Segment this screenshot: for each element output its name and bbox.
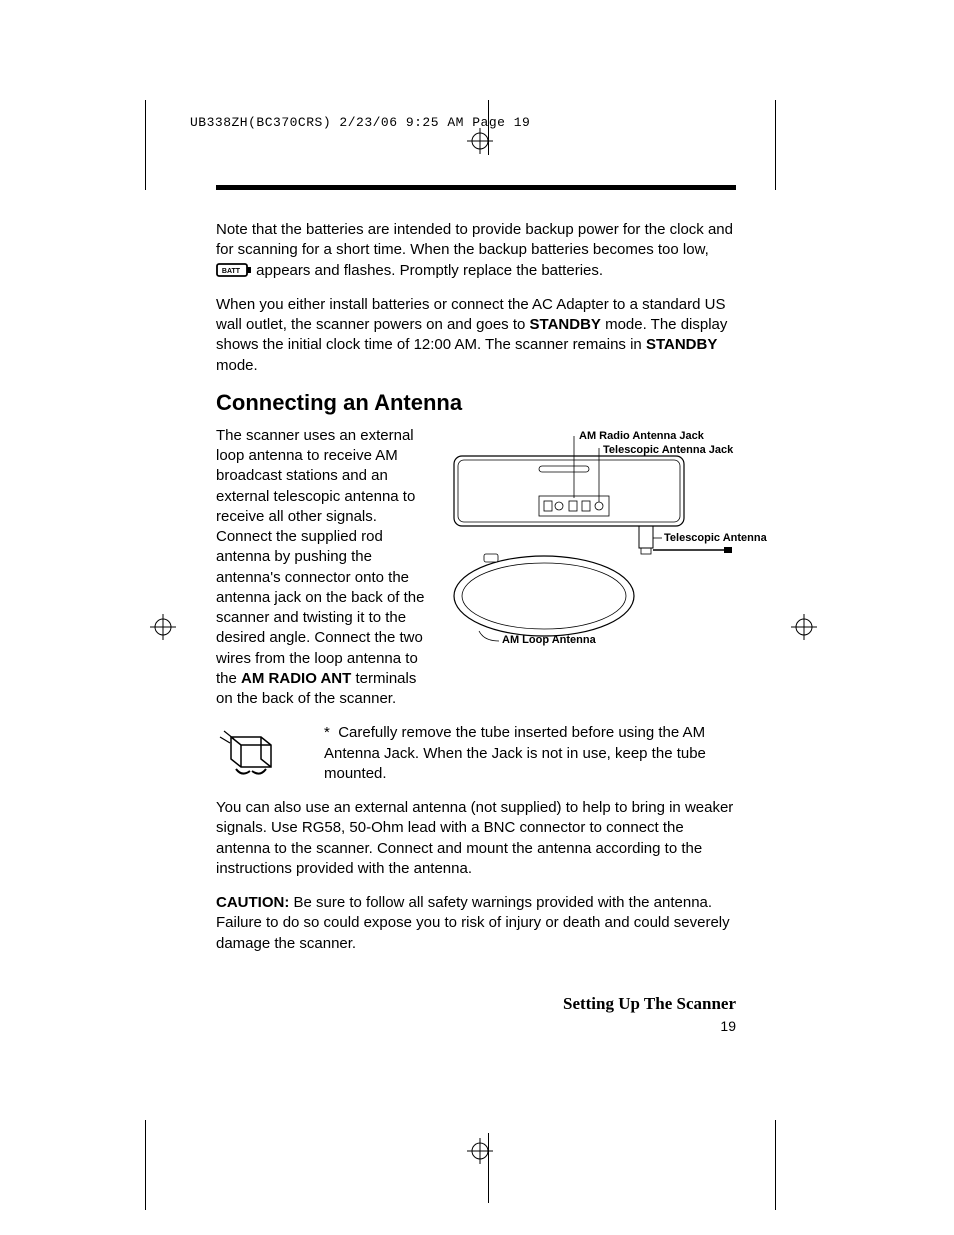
text: Note that the batteries are intended to … bbox=[216, 221, 733, 258]
svg-text:BATT: BATT bbox=[222, 268, 241, 275]
asterisk: * bbox=[324, 724, 330, 741]
text: Be sure to follow all safety warnings pr… bbox=[216, 894, 730, 952]
paragraph-battery-note: Note that the batteries are intended to … bbox=[216, 220, 736, 281]
antenna-diagram: AM Radio Antenna Jack Telescopic Antenna… bbox=[444, 426, 736, 710]
registration-mark-icon bbox=[791, 614, 817, 640]
diagram-label: Telescopic Antenna bbox=[664, 532, 767, 544]
text-bold: STANDBY bbox=[530, 316, 601, 333]
caution-label: CAUTION: bbox=[216, 894, 289, 911]
text: appears and flashes. Promptly replace th… bbox=[256, 262, 603, 279]
text: The scanner uses an external loop antenn… bbox=[216, 427, 424, 687]
registration-mark-icon bbox=[150, 614, 176, 640]
footer-section-title: Setting Up The Scanner bbox=[216, 994, 736, 1014]
paragraph-external-antenna: You can also use an external antenna (no… bbox=[216, 798, 736, 879]
paragraph-caution: CAUTION: Be sure to follow all safety wa… bbox=[216, 893, 736, 954]
text-bold: STANDBY bbox=[646, 336, 717, 353]
page-content: Note that the batteries are intended to … bbox=[216, 100, 736, 1034]
registration-mark-icon bbox=[467, 1138, 493, 1164]
footer-page-number: 19 bbox=[216, 1018, 736, 1034]
unpack-box-icon bbox=[216, 723, 306, 782]
page-footer: Setting Up The Scanner 19 bbox=[216, 994, 736, 1034]
diagram-label: Telescopic Antenna Jack bbox=[603, 444, 733, 456]
diagram-label: AM Radio Antenna Jack bbox=[579, 430, 704, 442]
text: Carefully remove the tube inserted befor… bbox=[324, 724, 706, 782]
crop-mark bbox=[145, 1120, 146, 1210]
text-bold: AM RADIO ANT bbox=[241, 670, 351, 687]
crop-mark bbox=[775, 1120, 776, 1210]
battery-low-icon: BATT bbox=[216, 263, 252, 277]
section-heading: Connecting an Antenna bbox=[216, 390, 736, 416]
header-rule bbox=[216, 185, 736, 190]
crop-mark bbox=[145, 100, 146, 190]
note-text: * Carefully remove the tube inserted bef… bbox=[324, 723, 736, 784]
crop-mark bbox=[775, 100, 776, 190]
paragraph-antenna-instructions: The scanner uses an external loop antenn… bbox=[216, 426, 426, 710]
diagram-label: AM Loop Antenna bbox=[502, 634, 596, 646]
paragraph-standby: When you either install batteries or con… bbox=[216, 295, 736, 376]
text: mode. bbox=[216, 357, 258, 374]
